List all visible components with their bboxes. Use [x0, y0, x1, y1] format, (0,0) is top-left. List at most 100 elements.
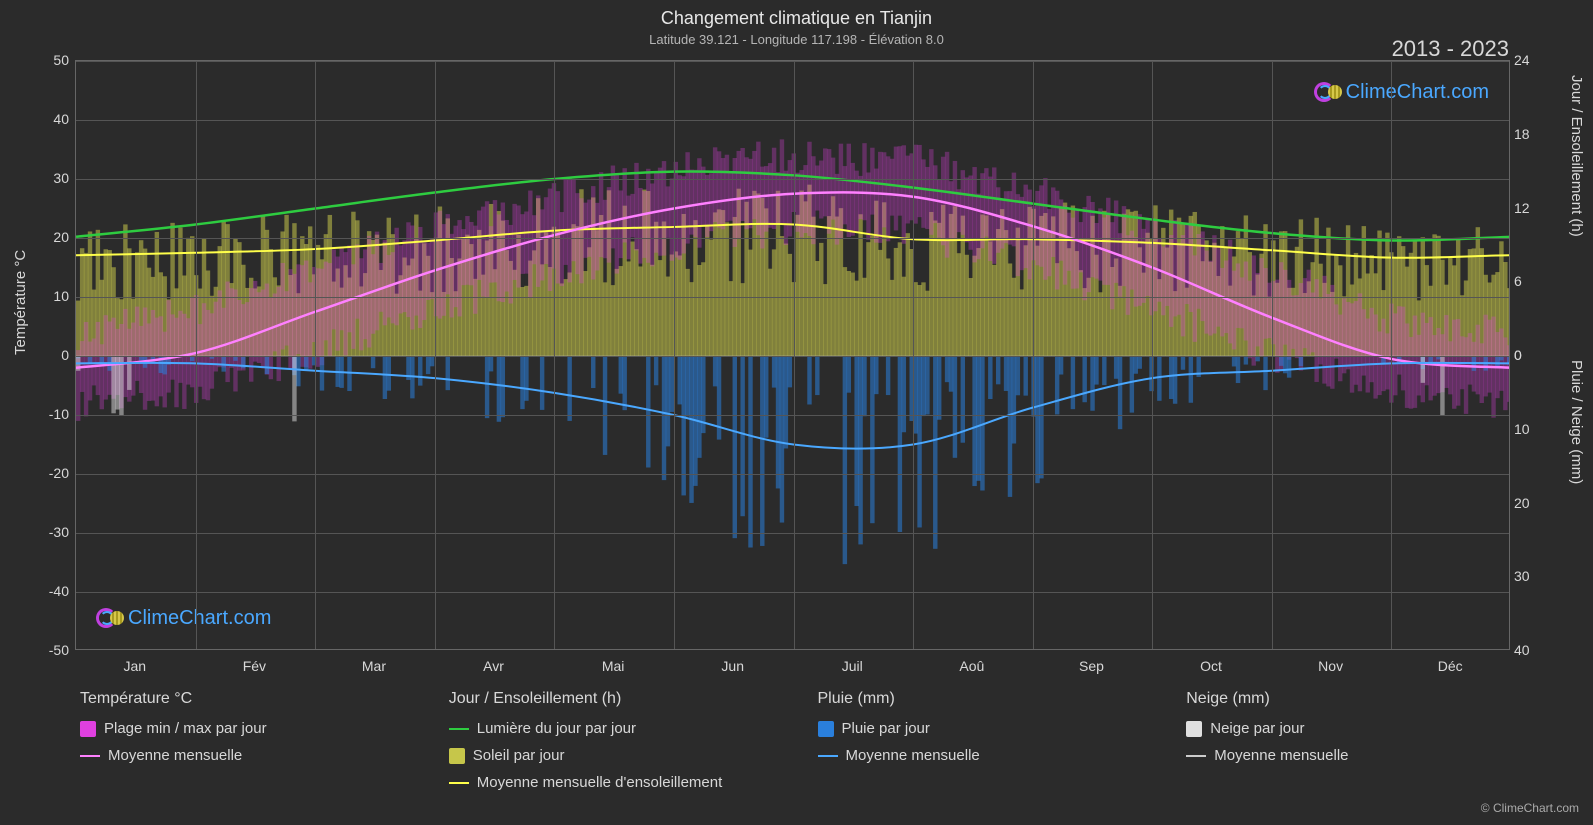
y-axis-right-bottom-label: Pluie / Neige (mm) — [1568, 360, 1585, 484]
brand-logo-icon — [1314, 79, 1340, 105]
legend-col-rain: Pluie (mm) Pluie par jour Moyenne mensuel… — [818, 690, 1147, 801]
legend-item: Pluie par jour — [818, 720, 1147, 737]
x-tick-month: Aoû — [959, 658, 984, 674]
y-tick-left: 30 — [37, 170, 69, 186]
plot-area: ClimeChart.com ClimeChart.com — [75, 60, 1510, 650]
grid-line — [76, 356, 1509, 357]
grid-line — [196, 61, 197, 649]
grid-line — [1152, 61, 1153, 649]
grid-line — [913, 61, 914, 649]
legend-swatch — [80, 721, 96, 737]
y-tick-left: -30 — [37, 524, 69, 540]
x-tick-month: Mai — [602, 658, 625, 674]
copyright: © ClimeChart.com — [1481, 801, 1579, 815]
x-tick-month: Jan — [123, 658, 146, 674]
grid-line — [76, 120, 1509, 121]
legend-item: Soleil par jour — [449, 747, 778, 764]
grid-line — [674, 61, 675, 649]
x-tick-month: Déc — [1438, 658, 1463, 674]
grid-line — [76, 592, 1509, 593]
y-tick-left: 20 — [37, 229, 69, 245]
year-range: 2013 - 2023 — [1392, 36, 1509, 62]
legend-item: Moyenne mensuelle d'ensoleillement — [449, 774, 778, 791]
x-tick-month: Juil — [842, 658, 863, 674]
x-tick-month: Mar — [362, 658, 386, 674]
grid-line — [1272, 61, 1273, 649]
legend-header: Jour / Ensoleillement (h) — [449, 690, 778, 708]
brand-name: ClimeChart.com — [1346, 81, 1489, 104]
y-tick-right-hours: 24 — [1514, 52, 1540, 68]
legend-label: Soleil par jour — [473, 747, 565, 764]
chart-title: Changement climatique en Tianjin — [0, 8, 1593, 29]
grid-line — [1391, 61, 1392, 649]
legend-col-daylight: Jour / Ensoleillement (h) Lumière du jou… — [449, 690, 778, 801]
x-tick-month: Nov — [1318, 658, 1343, 674]
watermark-top: ClimeChart.com — [1314, 79, 1489, 105]
grid-line — [76, 297, 1509, 298]
legend-item: Moyenne mensuelle — [818, 747, 1147, 764]
y-axis-right-top-label: Jour / Ensoleillement (h) — [1568, 75, 1585, 237]
legend-header: Neige (mm) — [1186, 690, 1515, 708]
x-tick-month: Sep — [1079, 658, 1104, 674]
legend-swatch — [449, 728, 469, 730]
legend-header: Pluie (mm) — [818, 690, 1147, 708]
y-tick-left: -40 — [37, 583, 69, 599]
y-tick-left: 10 — [37, 288, 69, 304]
legend-label: Moyenne mensuelle — [1214, 747, 1348, 764]
legend-swatch — [80, 755, 100, 757]
legend-label: Neige par jour — [1210, 720, 1304, 737]
legend: Température °C Plage min / max par jour M… — [80, 690, 1515, 801]
chart-subtitle: Latitude 39.121 - Longitude 117.198 - Él… — [0, 32, 1593, 47]
y-tick-left: 50 — [37, 52, 69, 68]
legend-item: Moyenne mensuelle — [80, 747, 409, 764]
legend-label: Moyenne mensuelle — [846, 747, 980, 764]
legend-swatch — [449, 782, 469, 784]
legend-label: Lumière du jour par jour — [477, 720, 636, 737]
legend-swatch — [1186, 755, 1206, 757]
y-tick-left: -10 — [37, 406, 69, 422]
brand-logo-icon — [96, 605, 122, 631]
legend-col-temp: Température °C Plage min / max par jour M… — [80, 690, 409, 801]
legend-swatch — [818, 755, 838, 757]
legend-label: Moyenne mensuelle — [108, 747, 242, 764]
legend-item: Plage min / max par jour — [80, 720, 409, 737]
grid-line — [76, 238, 1509, 239]
grid-line — [76, 61, 1509, 62]
chart-container: ClimeChart.com ClimeChart.com 5040302010… — [75, 60, 1510, 650]
y-tick-left: 40 — [37, 111, 69, 127]
y-tick-right-mm: 20 — [1514, 495, 1540, 511]
grid-line — [76, 179, 1509, 180]
y-axis-left-label: Température °C — [12, 250, 29, 355]
y-tick-right-hours: 12 — [1514, 200, 1540, 216]
y-tick-right-mm: 40 — [1514, 642, 1540, 658]
legend-swatch — [449, 748, 465, 764]
legend-item: Moyenne mensuelle — [1186, 747, 1515, 764]
legend-label: Moyenne mensuelle d'ensoleillement — [477, 774, 723, 791]
y-tick-left: -20 — [37, 465, 69, 481]
legend-label: Plage min / max par jour — [104, 720, 267, 737]
legend-item: Lumière du jour par jour — [449, 720, 778, 737]
brand-name: ClimeChart.com — [128, 607, 271, 630]
legend-swatch — [818, 721, 834, 737]
legend-item: Neige par jour — [1186, 720, 1515, 737]
legend-header: Température °C — [80, 690, 409, 708]
grid-line — [76, 415, 1509, 416]
y-tick-right-mm: 0 — [1514, 347, 1540, 363]
grid-line — [794, 61, 795, 649]
grid-line — [554, 61, 555, 649]
legend-label: Pluie par jour — [842, 720, 930, 737]
y-tick-right-hours: 6 — [1514, 273, 1540, 289]
grid-line — [76, 474, 1509, 475]
x-tick-month: Fév — [243, 658, 266, 674]
y-tick-right-mm: 30 — [1514, 568, 1540, 584]
x-tick-month: Avr — [483, 658, 504, 674]
grid-line — [435, 61, 436, 649]
grid-line — [315, 61, 316, 649]
watermark-bottom: ClimeChart.com — [96, 605, 271, 631]
x-tick-month: Jun — [721, 658, 744, 674]
y-tick-left: -50 — [37, 642, 69, 658]
grid-line — [1033, 61, 1034, 649]
x-tick-month: Oct — [1200, 658, 1222, 674]
y-tick-left: 0 — [37, 347, 69, 363]
legend-swatch — [1186, 721, 1202, 737]
